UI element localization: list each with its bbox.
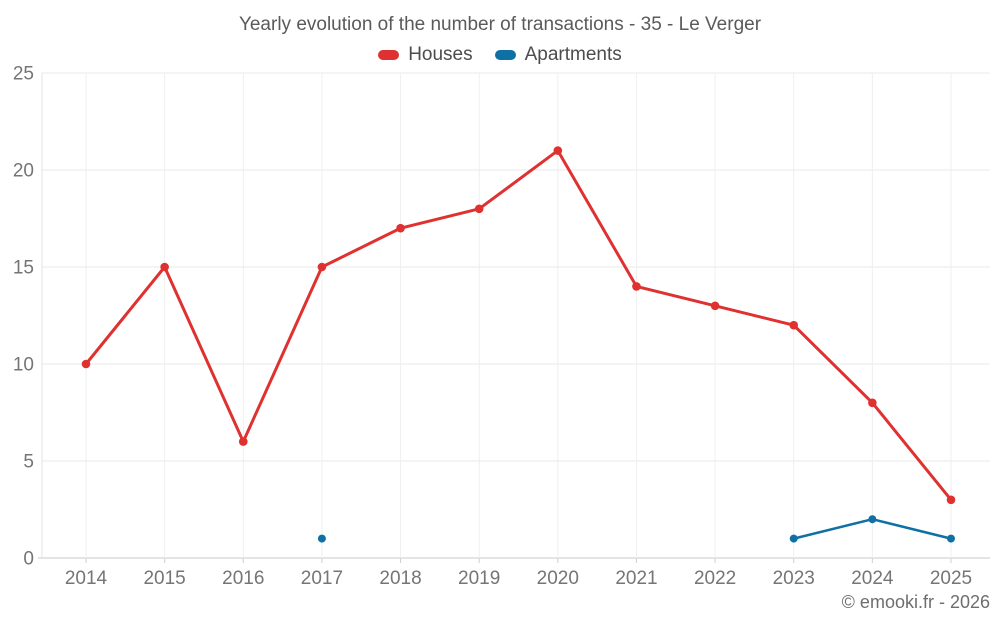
chart-title: Yearly evolution of the number of transa…	[238, 14, 762, 35]
data-point-houses-2016[interactable]	[238, 437, 248, 446]
legend-item-houses[interactable]: Houses	[378, 44, 473, 66]
x-tick-label-2014: 2014	[65, 568, 108, 589]
x-tick-label-2015: 2015	[143, 568, 185, 589]
x-tick-label-2017: 2017	[301, 568, 343, 589]
data-point-houses-2022[interactable]	[710, 301, 720, 311]
y-tick-label-5: 5	[23, 452, 34, 473]
legend: Houses Apartments	[0, 44, 1000, 66]
houses-line	[84, 149, 953, 502]
x-tick-label-2018: 2018	[379, 568, 421, 589]
x-tick-label-2023: 2023	[773, 568, 815, 589]
data-point-houses-2020[interactable]	[553, 146, 563, 155]
y-tick-label-0: 0	[23, 549, 34, 570]
x-tick-label-2016: 2016	[222, 568, 264, 589]
data-point-houses-2023[interactable]	[789, 320, 799, 330]
x-tick-label-2019: 2019	[458, 568, 500, 589]
y-tick-label-15: 15	[13, 258, 34, 279]
data-point-houses-2017[interactable]	[317, 262, 327, 272]
apartments-series-swatch-icon	[494, 50, 516, 60]
y-tick-label-20: 20	[13, 161, 34, 182]
data-point-apartments-2017[interactable]	[317, 534, 326, 543]
legend-label-apartments: Apartments	[524, 44, 622, 65]
data-point-apartments-2025[interactable]	[947, 534, 955, 543]
data-point-houses-2021[interactable]	[632, 282, 641, 291]
y-tick-label-25: 25	[13, 64, 34, 85]
data-point-houses-2024[interactable]	[868, 398, 877, 408]
data-point-houses-2015[interactable]	[160, 262, 169, 272]
data-point-apartments-2024[interactable]	[868, 515, 877, 524]
data-point-apartments-2023[interactable]	[789, 534, 798, 543]
legend-label-houses: Houses	[408, 44, 473, 65]
x-tick-label-2024: 2024	[851, 568, 894, 589]
x-tick-label-2020: 2020	[537, 568, 579, 589]
x-tick-label-2021: 2021	[615, 568, 657, 589]
x-tick-label-2025: 2025	[930, 568, 972, 589]
y-tick-label-10: 10	[13, 355, 34, 376]
legend-item-apartments[interactable]: Apartments	[494, 44, 622, 66]
data-point-houses-2019[interactable]	[474, 204, 484, 214]
data-point-houses-2025[interactable]	[946, 495, 956, 505]
data-point-houses-2014[interactable]	[81, 359, 91, 369]
houses-series-swatch-icon	[378, 50, 400, 60]
data-point-houses-2018[interactable]	[396, 223, 405, 233]
copyright-credit: © emooki.fr - 2026	[841, 592, 990, 612]
x-tick-label-2022: 2022	[694, 568, 736, 589]
